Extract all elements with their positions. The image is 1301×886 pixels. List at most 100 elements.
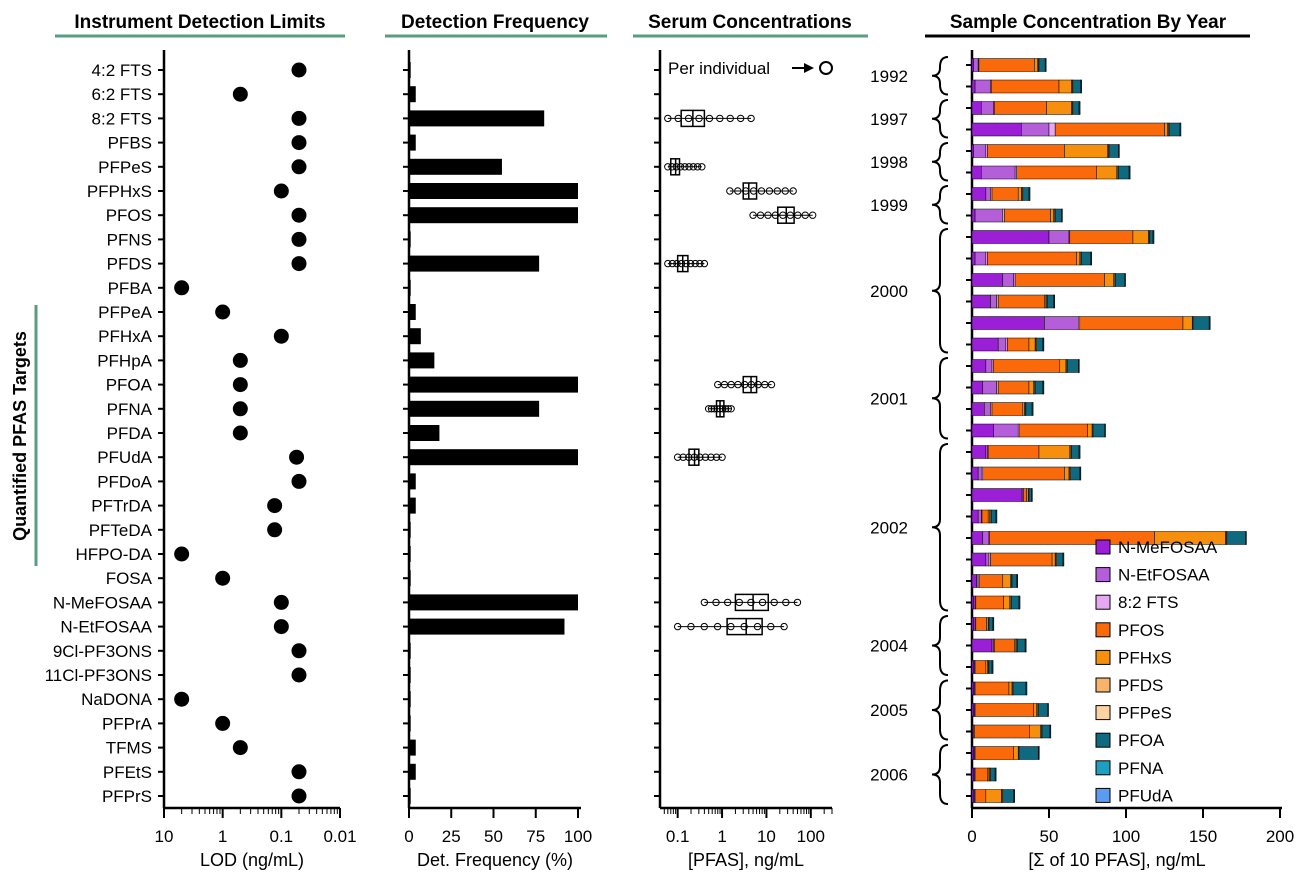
target-label: PFPHxS [87, 182, 152, 201]
target-label: TFMS [106, 739, 152, 758]
year-label: 2002 [870, 518, 908, 537]
quantified-group-label: Quantified PFAS Targets [10, 331, 30, 541]
stack-segment [1039, 59, 1045, 72]
stack-segment [976, 618, 987, 631]
stack-segment [972, 467, 978, 480]
stack-segment [987, 145, 1064, 158]
df-bar [409, 667, 411, 683]
target-label: PFTrDA [91, 497, 152, 516]
target-label: PFBS [108, 134, 152, 153]
lod-point [291, 668, 306, 683]
year-bracket [932, 229, 948, 353]
stack-segment [1020, 424, 1088, 437]
legend-label: PFNA [1118, 759, 1164, 778]
stack-segment [1037, 338, 1043, 351]
serum-x-tick-label: 1 [717, 827, 726, 846]
lod-point [291, 232, 306, 247]
year-bracket [932, 444, 948, 611]
stack-segment [1109, 145, 1118, 158]
stack-segment [972, 231, 1049, 244]
legend-swatch [1096, 706, 1110, 720]
legend-swatch [1096, 678, 1110, 692]
individual-marker-icon [820, 62, 832, 74]
stack-segment [972, 295, 990, 308]
stack-segment [974, 145, 986, 158]
year-label: 2005 [870, 701, 908, 720]
stack-segment [972, 360, 986, 373]
target-label: PFUdA [97, 448, 152, 467]
stack-segment [972, 639, 992, 652]
stack-segment [1023, 188, 1029, 201]
stack-segment [1073, 80, 1081, 93]
stack-segment [1011, 596, 1019, 609]
year-label: 1999 [870, 196, 908, 215]
year-bracket [932, 745, 948, 804]
stack-segment [1227, 532, 1245, 545]
stack-segment [986, 790, 1001, 803]
year-bracket [932, 57, 948, 95]
stack-segment [986, 360, 992, 373]
stack-segment [987, 252, 1076, 265]
lod-x-tick-label: 0.01 [323, 827, 356, 846]
stack-segment [990, 553, 1052, 566]
df-x-tick-label: 25 [442, 827, 461, 846]
target-label: PFTeDA [89, 521, 153, 540]
stack-segment [1118, 166, 1129, 179]
stack-segment [974, 59, 979, 72]
df-bar [409, 280, 411, 296]
lod-point [291, 256, 306, 271]
legend-swatch [1096, 650, 1110, 664]
stack-segment [1034, 704, 1037, 717]
stack-segment [1018, 188, 1021, 201]
legend-label: PFHxS [1118, 648, 1172, 667]
legend-swatch [1096, 788, 1110, 802]
stack-segment [972, 381, 983, 394]
year-label: 1992 [870, 67, 908, 86]
stack-segment [975, 704, 1034, 717]
stack-segment [1088, 424, 1093, 437]
stack-segment [1080, 317, 1183, 330]
stack-segment [1044, 317, 1078, 330]
per-individual-annotation: Per individual [668, 59, 770, 78]
stack-segment [994, 360, 1060, 373]
legend-label: PFDS [1118, 676, 1163, 695]
stack-segment [1014, 682, 1026, 695]
target-label: PFEtS [103, 763, 152, 782]
lod-point [291, 111, 306, 126]
target-label: N-EtFOSAA [60, 618, 152, 637]
stack-segment [989, 661, 992, 674]
target-label: PFHxA [98, 327, 153, 346]
stack-segment [1034, 59, 1037, 72]
stack-segment [983, 467, 1065, 480]
stack-segment [1020, 747, 1038, 760]
lod-point [233, 401, 248, 416]
stack-segment [1003, 575, 1011, 588]
stack-segment [972, 188, 986, 201]
lod-point [174, 692, 189, 707]
stack-segment [1055, 209, 1061, 222]
df-bar [409, 304, 416, 320]
target-label: PFPeA [98, 303, 153, 322]
stack-segment [978, 467, 981, 480]
lod-point [267, 498, 282, 513]
lod-point [291, 135, 306, 150]
stack-segment [1070, 231, 1133, 244]
stack-segment [975, 682, 1009, 695]
stack-segment [1073, 102, 1079, 115]
stack-segment [1049, 231, 1069, 244]
stack-segment [972, 80, 975, 93]
stack-segment [994, 102, 1046, 115]
stack-segment [1026, 403, 1032, 416]
arrow-head-icon [804, 63, 814, 73]
legend-label: PFPeS [1118, 704, 1172, 723]
stack-segment [972, 209, 975, 222]
target-label: PFBA [108, 279, 153, 298]
df-bar [409, 691, 411, 707]
lod-point [291, 159, 306, 174]
stack-segment [1047, 102, 1072, 115]
stack-segment [975, 790, 986, 803]
year-label: 2000 [870, 282, 908, 301]
df-bar [409, 643, 411, 659]
